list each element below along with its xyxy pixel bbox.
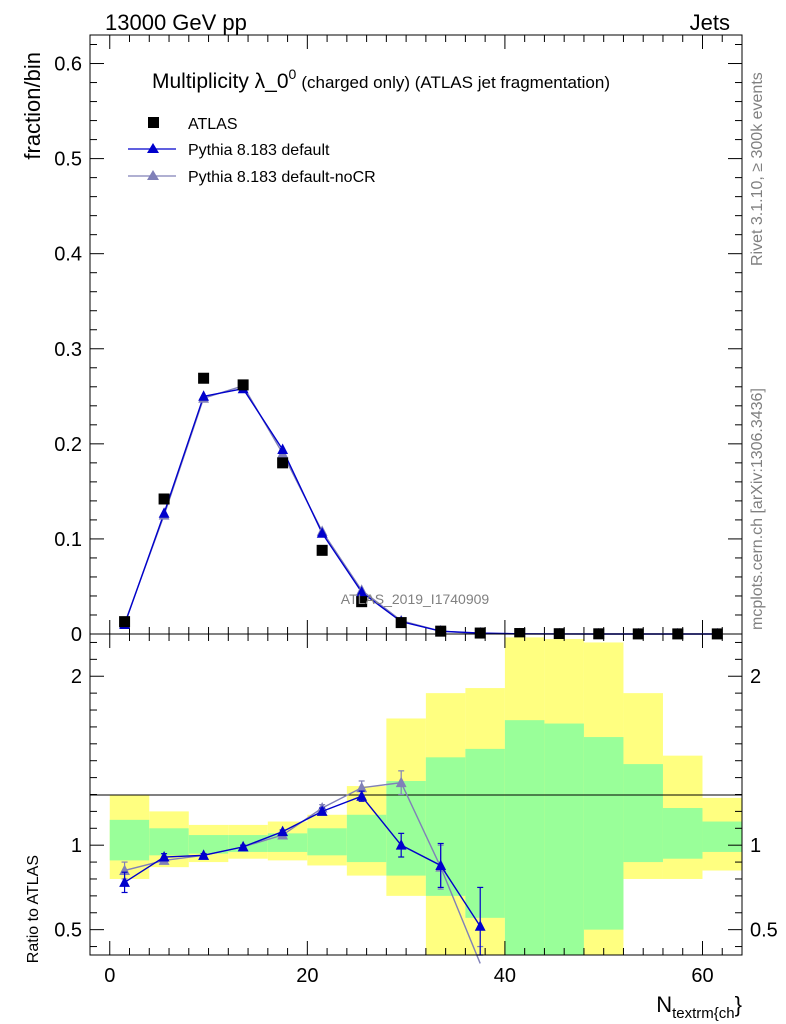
legend-marker-default xyxy=(147,143,159,153)
legend-marker-atlas xyxy=(148,117,159,128)
ratio-marker-default xyxy=(277,825,289,837)
marker-default xyxy=(158,507,170,518)
ratio-y-tick-label-right: 2 xyxy=(750,666,761,688)
mcplots-label: mcplots.cern.ch [arXiv:1306.3436] xyxy=(749,388,766,630)
main-y-axis-title: fraction/bin xyxy=(20,52,45,160)
band-inner xyxy=(149,828,189,856)
ratio-panel: 0.5 0.5 1 1 2 2 0 20 40 60 Ntextrm{ch} xyxy=(54,633,778,1022)
ratio-y-tick-label-right: 1 xyxy=(750,835,761,857)
marker-default xyxy=(277,443,289,455)
marker-default xyxy=(198,390,210,401)
band-inner xyxy=(188,835,229,854)
band-inner xyxy=(346,814,387,863)
collision-label: 13000 GeV pp xyxy=(105,10,247,35)
ratio-y-axis-title: Ratio to ATLAS xyxy=(25,855,42,963)
x-tick-label: 20 xyxy=(296,965,318,987)
main-y-tick-label: 0.4 xyxy=(54,244,82,266)
marker-atlas xyxy=(316,544,328,556)
band-inner xyxy=(267,833,308,852)
ratio-y-tick-label: 1 xyxy=(71,835,82,857)
marker-atlas xyxy=(356,596,368,608)
band-inner xyxy=(465,748,505,918)
band-inner xyxy=(583,737,624,930)
x-tick-label: 40 xyxy=(494,965,516,987)
marker-atlas xyxy=(474,627,486,639)
ratio-y-tick-label: 2 xyxy=(71,666,82,688)
plot-title: Multiplicity λ_00 (charged only) (ATLAS j… xyxy=(152,66,610,93)
main-y-tick-label: 0.2 xyxy=(54,434,82,456)
main-y-tick-label: 0 xyxy=(71,624,82,646)
ratio-marker-default xyxy=(474,920,486,931)
main-y-ticks xyxy=(90,44,742,635)
marker-atlas xyxy=(395,617,407,629)
marker-default xyxy=(356,586,368,597)
marker-atlas xyxy=(198,372,210,384)
x-tick-label: 60 xyxy=(691,965,713,987)
ratio-marker-default xyxy=(435,859,447,870)
main-panel: 0 0.1 0.2 0.3 0.4 0.5 0.6 Multiplicity λ_00 (ch… xyxy=(54,34,743,646)
main-x-ticks xyxy=(109,35,743,634)
ratio-x-tick-labels: 0 20 40 60 xyxy=(104,965,713,987)
band-inner xyxy=(544,723,584,955)
analysis-watermark: ATLAS_2019_I1740909 xyxy=(341,591,490,607)
band-inner xyxy=(307,828,347,856)
marker-atlas xyxy=(158,493,170,505)
x-tick-label: 0 xyxy=(104,965,115,987)
band-inner xyxy=(109,819,150,861)
ratio-frame xyxy=(89,633,743,956)
ratio-marker-default xyxy=(119,876,130,887)
main-y-tick-label: 0.1 xyxy=(54,529,82,551)
legend-label-nocr: Pythia 8.183 default-noCR xyxy=(188,169,376,186)
ratio-marker-default xyxy=(198,849,210,860)
marker-default xyxy=(316,527,328,538)
ratio-marker-default xyxy=(158,851,170,862)
band-inner xyxy=(662,808,703,859)
band-inner xyxy=(386,780,426,876)
ratio-marker-default-nocr xyxy=(356,781,368,793)
ratio-marker-default xyxy=(356,790,368,801)
main-y-tick-label: 0.5 xyxy=(54,149,82,171)
legend-marker-nocr xyxy=(147,170,159,180)
band-inner xyxy=(504,720,545,955)
ratio-marker-default xyxy=(395,839,407,850)
marker-atlas xyxy=(119,616,131,628)
ratio-marker-default-nocr xyxy=(395,776,407,788)
category-label: Jets xyxy=(690,10,730,35)
legend-label-default: Pythia 8.183 default xyxy=(188,142,330,159)
ratio-y-tick-label: 0.5 xyxy=(54,920,82,942)
marker-atlas xyxy=(237,379,249,391)
marker-atlas xyxy=(435,625,447,637)
ratio-uncertainty-bands xyxy=(109,637,742,955)
marker-atlas xyxy=(277,457,289,469)
band-inner xyxy=(623,764,663,863)
legend: ATLAS Pythia 8.183 default Pythia 8.183 … xyxy=(128,116,376,186)
main-y-tick-label: 0.6 xyxy=(54,54,82,76)
ratio-line-default xyxy=(124,795,481,927)
ratio-series xyxy=(119,770,486,964)
main-y-tick-label: 0.3 xyxy=(54,339,82,361)
ratio-marker-default xyxy=(316,805,328,816)
ratio-y-tick-labels: 0.5 0.5 1 1 2 2 xyxy=(54,666,778,941)
legend-label-atlas: ATLAS xyxy=(188,116,238,133)
x-axis-title: Ntextrm{ch} xyxy=(656,992,742,1022)
band-inner xyxy=(425,757,466,896)
main-y-tick-labels: 0 0.1 0.2 0.3 0.4 0.5 0.6 xyxy=(54,54,82,646)
ratio-marker-default xyxy=(237,840,249,852)
ratio-y-tick-label-right: 0.5 xyxy=(750,920,778,942)
band-inner xyxy=(702,821,742,852)
rivet-label: Rivet 3.1.10, ≥ 300k events xyxy=(749,72,766,266)
